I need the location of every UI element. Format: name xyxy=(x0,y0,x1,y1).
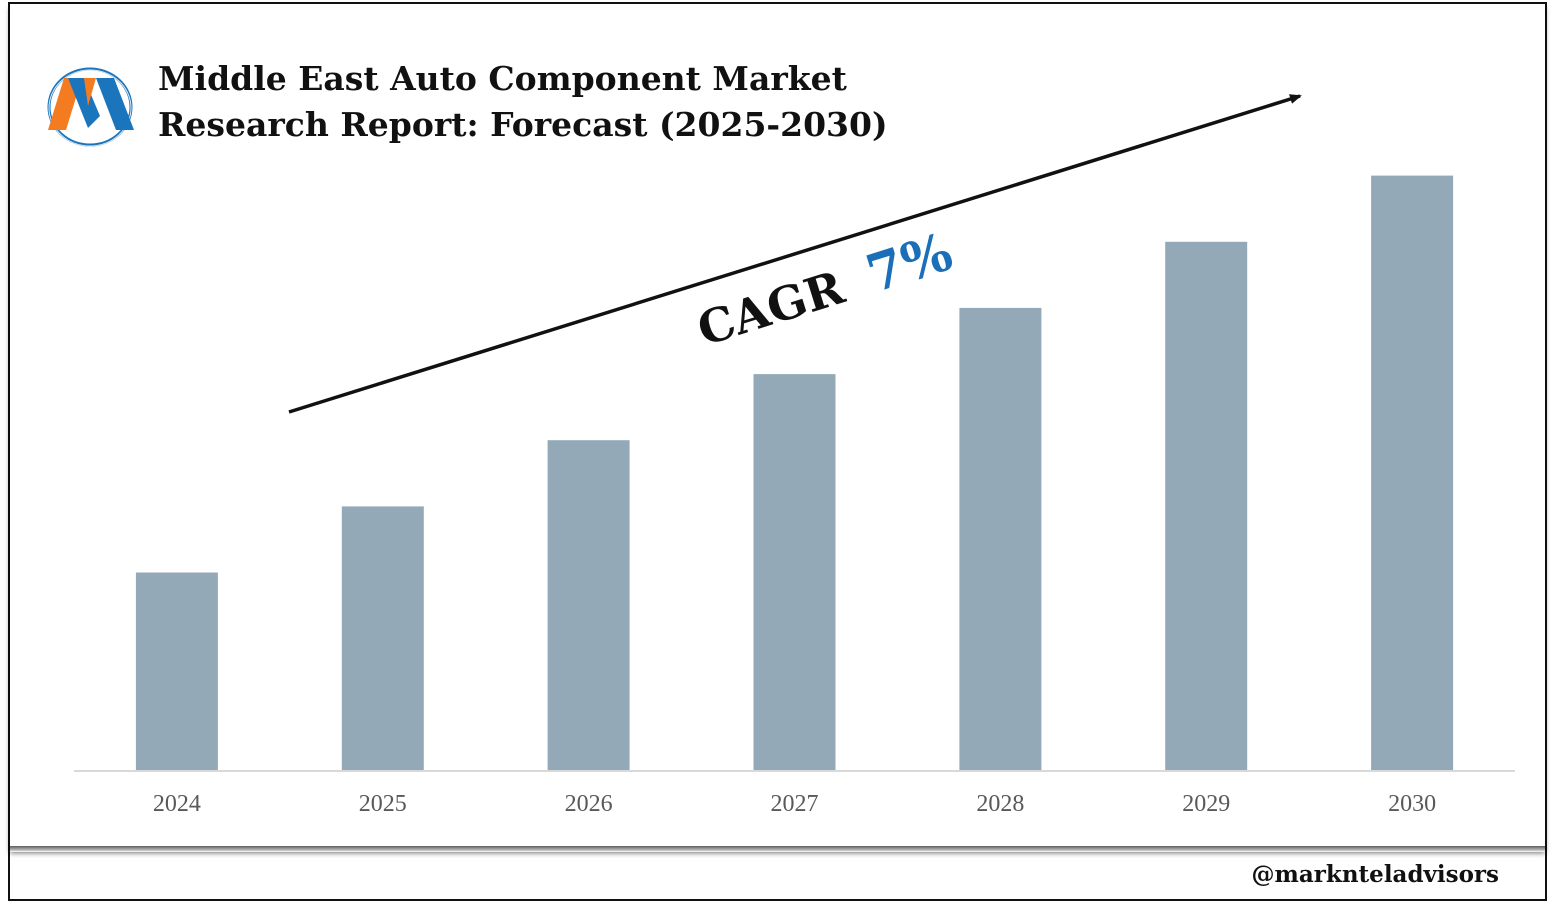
x-tick-label-2025: 2025 xyxy=(359,791,407,817)
x-tick-label-2027: 2027 xyxy=(771,791,819,817)
bar-2025 xyxy=(341,506,424,771)
bar-2024 xyxy=(135,572,218,771)
bar-2027 xyxy=(753,374,836,771)
bar-2028 xyxy=(959,307,1042,771)
chart-title: Middle East Auto Component Market Resear… xyxy=(158,56,888,148)
bars-layer xyxy=(135,175,1454,772)
x-tick-label-2029: 2029 xyxy=(1182,791,1230,817)
bar-2029 xyxy=(1165,241,1248,772)
title-line-1: Middle East Auto Component Market xyxy=(158,59,847,98)
panel-shadow xyxy=(10,846,1545,852)
bar-2030 xyxy=(1371,175,1454,772)
x-tick-labels: 2024 2025 2026 2027 2028 2029 2030 xyxy=(153,791,1436,817)
cagr-value: 7% xyxy=(859,221,959,305)
x-tick-label-2028: 2028 xyxy=(976,791,1024,817)
cagr-label: CAGR xyxy=(691,260,851,357)
x-tick-label-2026: 2026 xyxy=(565,791,613,817)
x-tick-label-2030: 2030 xyxy=(1388,791,1436,817)
cagr-annotation: CAGR 7% xyxy=(690,221,960,358)
bar-2026 xyxy=(547,440,630,771)
x-tick-label-2024: 2024 xyxy=(153,791,201,817)
footer-handle: @marknteladvisors xyxy=(1251,861,1499,888)
title-line-2: Research Report: Forecast (2025-2030) xyxy=(158,105,888,144)
trend-arrow xyxy=(288,94,1302,414)
marknteladvisors-m-logo-icon xyxy=(47,67,134,147)
